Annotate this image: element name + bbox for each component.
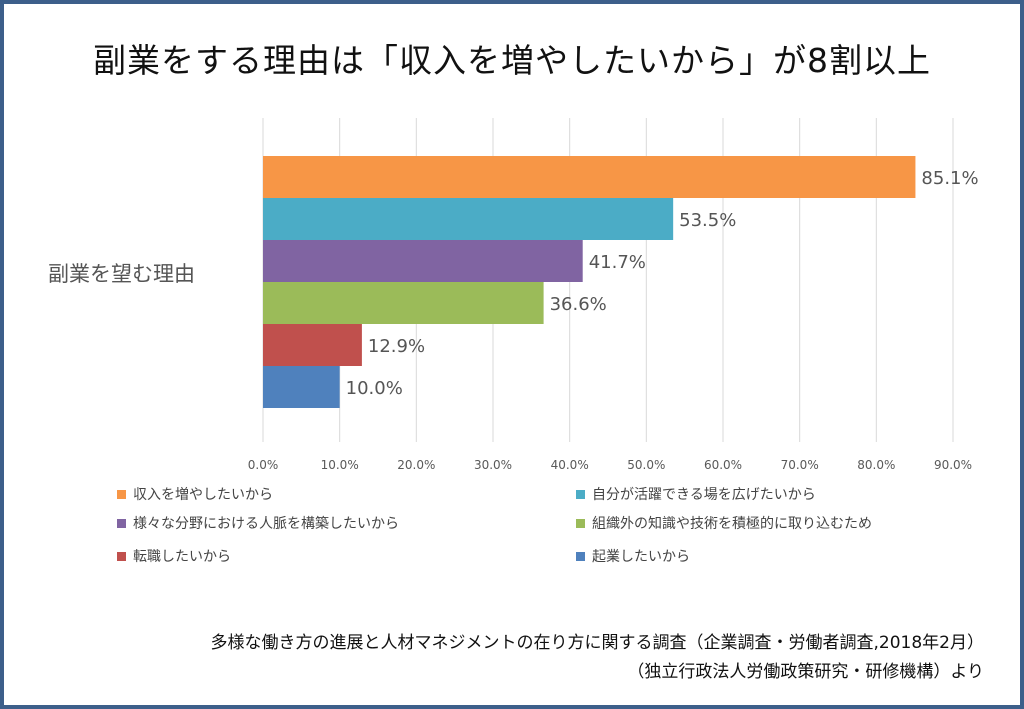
bar	[263, 156, 916, 198]
x-tick-label: 60.0%	[704, 458, 742, 472]
bar	[263, 366, 340, 408]
data-label: 36.6%	[550, 294, 607, 315]
data-label: 12.9%	[368, 336, 425, 357]
bar	[263, 198, 674, 240]
x-tick-label: 50.0%	[627, 458, 665, 472]
x-tick-label: 0.0%	[248, 458, 279, 472]
chart-title: 副業をする理由は「収入を増やしたいから」が8割以上	[93, 41, 931, 80]
legend-swatch	[117, 489, 126, 499]
data-label: 85.1%	[921, 168, 978, 189]
legend-label: 転職したいから	[133, 549, 231, 565]
legend-label: 自分が活躍できる場を広げたいから	[592, 487, 816, 503]
x-tick-label: 80.0%	[857, 458, 895, 472]
x-tick-label: 70.0%	[781, 458, 819, 472]
bar	[263, 240, 583, 282]
category-label: 副業を望む理由	[48, 262, 195, 286]
bar	[263, 324, 362, 366]
legend-label: 様々な分野における人脈を構築したいから	[133, 516, 399, 532]
bar	[263, 282, 544, 324]
legend-swatch	[576, 489, 585, 499]
legend-label: 起業したいから	[592, 549, 690, 565]
data-label: 10.0%	[346, 378, 403, 399]
source-line-2: （独立行政法人労働政策研究・研修機構）より	[627, 662, 984, 682]
legend-item: 様々な分野における人脈を構築したいから	[117, 515, 399, 533]
legend-item: 起業したいから	[576, 548, 690, 566]
legend-swatch	[576, 551, 585, 561]
x-tick-label: 30.0%	[474, 458, 512, 472]
legend-item: 収入を増やしたいから	[117, 486, 273, 504]
x-tick-label: 90.0%	[934, 458, 972, 472]
x-tick-label: 20.0%	[397, 458, 435, 472]
x-tick-label: 10.0%	[321, 458, 359, 472]
legend-item: 組織外の知識や技術を積極的に取り込むため	[576, 515, 872, 533]
data-label: 41.7%	[589, 252, 646, 273]
legend-item: 転職したいから	[117, 548, 231, 566]
legend-item: 自分が活躍できる場を広げたいから	[576, 486, 816, 504]
data-label: 53.5%	[679, 210, 736, 231]
x-tick-label: 40.0%	[551, 458, 589, 472]
legend-swatch	[117, 518, 126, 528]
legend-swatch	[576, 518, 585, 528]
legend-swatch	[117, 551, 126, 561]
legend-label: 収入を増やしたいから	[133, 487, 273, 503]
legend-label: 組織外の知識や技術を積極的に取り込むため	[592, 516, 872, 532]
source-line-1: 多様な働き方の進展と人材マネジメントの在り方に関する調査（企業調査・労働者調査,…	[210, 633, 984, 653]
